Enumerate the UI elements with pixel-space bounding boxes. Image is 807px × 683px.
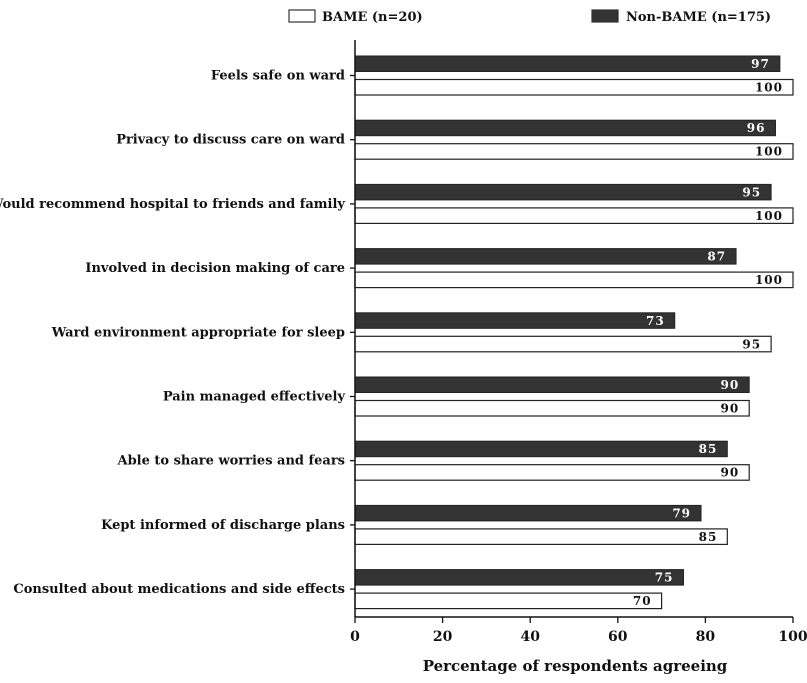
data-label-bame: 90 [720,402,739,416]
data-label-non-bame: 87 [707,250,726,264]
data-label-non-bame: 79 [672,506,691,520]
x-tick-label: 60 [608,629,628,645]
bar-non-bame [354,183,772,201]
bar-non-bame [354,248,737,265]
data-label-non-bame: 85 [699,442,718,456]
data-label-non-bame: 95 [742,185,761,199]
x-tick-label: 0 [350,629,360,645]
category-label: Kept informed of discharge plans [101,518,345,533]
bar-non-bame [354,376,750,393]
x-tick-label: 20 [433,629,453,645]
bar-bame [354,399,750,417]
data-label-bame: 100 [755,145,783,159]
data-label-bame: 95 [742,337,761,351]
bar-bame [354,592,663,610]
category-label: Pain managed effectively [163,390,346,405]
bar-bame [354,143,794,160]
data-label-non-bame: 73 [646,314,665,328]
data-label-bame: 100 [755,81,783,95]
x-axis-title: Percentage of respondents agreeing [423,657,728,675]
plot-area: Feels safe on ward 97 100 Privacy to discus… [0,40,807,645]
x-tick-label: 100 [778,629,807,645]
data-label-bame: 90 [720,466,739,480]
bar-non-bame [354,504,702,522]
data-label-non-bame: 90 [720,378,739,392]
data-label-non-bame: 75 [655,571,674,585]
legend-swatch-non-bame [591,9,619,23]
x-tick-label: 80 [696,629,716,645]
category-label: Able to share worries and fears [116,454,345,469]
legend: BAME (n=20) Non-BAME (n=175) [288,9,771,25]
bar-non-bame [354,440,728,458]
legend-label-bame: BAME (n=20) [322,10,423,25]
category-label: Involved in decision making of care [85,261,345,276]
category-label: Feels safe on ward [211,69,345,84]
bar-non-bame [354,119,776,137]
category-label: Consulted about medications and side eff… [13,582,345,597]
bar-non-bame [354,312,676,329]
bar-non-bame [354,55,781,72]
x-tick-label: 40 [520,629,540,645]
category-label: Ward environment appropriate for sleep [51,325,345,340]
legend-swatch-bame [288,9,316,23]
category-label: Privacy to discuss care on ward [116,133,345,148]
bar-bame [354,78,794,96]
data-label-non-bame: 97 [751,57,770,71]
bar-bame [354,271,794,289]
data-label-bame: 70 [633,594,652,608]
data-label-bame: 100 [755,209,783,223]
legend-label-non-bame: Non-BAME (n=175) [626,10,771,25]
bar-bame [354,464,750,481]
bar-non-bame [354,569,684,586]
data-label-non-bame: 96 [747,121,766,135]
bar-bame [354,528,728,546]
category-label: Would recommend hospital to friends and … [0,197,345,212]
bar-bame [354,207,794,224]
bar-bame [354,335,772,353]
data-label-bame: 100 [755,273,783,287]
data-label-bame: 85 [699,530,718,544]
